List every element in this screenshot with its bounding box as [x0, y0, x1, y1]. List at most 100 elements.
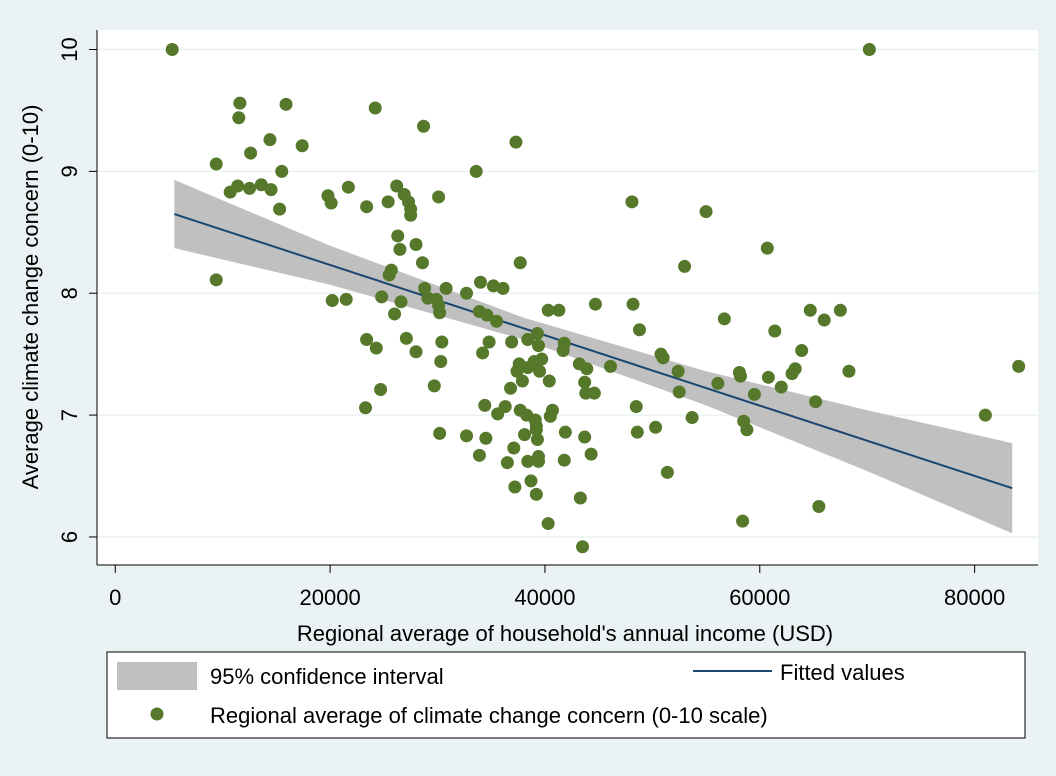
scatter-point — [978, 408, 992, 422]
scatter-point — [409, 237, 423, 251]
scatter-point — [521, 333, 535, 347]
scatter-point — [529, 487, 543, 501]
legend-label: Fitted values — [780, 660, 905, 685]
scatter-point — [747, 387, 761, 401]
x-tick-label: 80000 — [944, 585, 1005, 610]
scatter-point — [660, 465, 674, 479]
scatter-point — [685, 411, 699, 425]
scatter-point — [399, 331, 413, 345]
scatter-point — [541, 517, 555, 531]
scatter-point — [460, 429, 474, 443]
scatter-point — [817, 313, 831, 327]
scatter-point — [231, 179, 245, 193]
scatter-point — [531, 339, 545, 353]
y-tick-label: 10 — [57, 37, 82, 61]
y-axis-title: Average climate change concern (0-10) — [18, 105, 43, 490]
scatter-point — [264, 183, 278, 197]
scatter-point — [479, 431, 493, 445]
y-tick-label: 8 — [57, 287, 82, 299]
scatter-point — [533, 364, 547, 378]
scatter-point — [809, 395, 823, 409]
plot-area — [97, 30, 1038, 565]
x-tick-label: 0 — [109, 585, 121, 610]
scatter-point — [415, 256, 429, 270]
scatter-point — [509, 135, 523, 149]
scatter-point — [812, 500, 826, 514]
scatter-point — [439, 281, 453, 295]
scatter-point — [341, 180, 355, 194]
scatter-point — [209, 157, 223, 171]
scatter-point — [391, 229, 405, 243]
scatter-point — [500, 456, 514, 470]
scatter-point — [774, 380, 788, 394]
scatter-point — [273, 202, 287, 216]
scatter-point — [374, 383, 388, 397]
scatter-point — [632, 323, 646, 337]
scatter-point — [671, 364, 685, 378]
y-tick-label: 6 — [57, 531, 82, 543]
scatter-point — [588, 297, 602, 311]
scatter-point — [433, 426, 447, 440]
scatter-point — [339, 292, 353, 306]
scatter-point — [427, 379, 441, 393]
scatter-point — [733, 369, 747, 383]
legend-label: Regional average of climate change conce… — [210, 703, 768, 728]
scatter-point — [359, 401, 373, 415]
scatter-point — [390, 179, 404, 193]
scatter-point — [530, 432, 544, 446]
scatter-point — [384, 263, 398, 277]
scatter-point — [472, 448, 486, 462]
scatter-point — [434, 354, 448, 368]
scatter-point — [587, 386, 601, 400]
scatter-point — [578, 430, 592, 444]
scatter-point — [736, 514, 750, 528]
scatter-point — [490, 314, 504, 328]
scatter-point — [482, 335, 496, 349]
scatter-point — [529, 423, 543, 437]
scatter-point — [543, 409, 557, 423]
scatter-point — [626, 297, 640, 311]
scatter-point — [233, 96, 247, 110]
scatter-point — [630, 425, 644, 439]
scatter-point — [649, 420, 663, 434]
scatter-point — [491, 407, 505, 421]
scatter-point — [165, 42, 179, 56]
scatter-point — [535, 352, 549, 366]
scatter-point — [740, 423, 754, 437]
scatter-point — [557, 336, 571, 350]
scatter-point — [381, 195, 395, 209]
legend-swatch — [150, 707, 164, 721]
scatter-point — [369, 341, 383, 355]
confidence-band — [174, 179, 1013, 534]
scatter-point — [513, 256, 527, 270]
scatter-point — [672, 385, 686, 399]
x-tick-label: 40000 — [514, 585, 575, 610]
x-tick-label: 20000 — [300, 585, 361, 610]
scatter-point — [505, 335, 519, 349]
scatter-point — [524, 474, 538, 488]
scatter-point — [803, 303, 817, 317]
scatter-point — [504, 381, 518, 395]
scatter-point — [603, 359, 617, 373]
scatter-point — [368, 101, 382, 115]
scatter-point — [515, 374, 529, 388]
scatter-point — [360, 200, 374, 214]
scatter-point — [558, 425, 572, 439]
scatter-point — [557, 453, 571, 467]
scatter-point — [324, 196, 338, 210]
scatter-point — [578, 375, 592, 389]
scatter-point — [699, 205, 713, 219]
scatter-point — [656, 351, 670, 365]
scatter-point — [473, 275, 487, 289]
scatter-point — [629, 400, 643, 414]
scatter-point — [573, 491, 587, 505]
scatter-point — [580, 362, 594, 376]
scatter-point — [761, 370, 775, 384]
scatter-point — [1012, 359, 1026, 373]
scatter-point — [325, 294, 339, 308]
legend-label: 95% confidence interval — [210, 664, 444, 689]
scatter-point — [394, 295, 408, 309]
scatter-point — [209, 273, 223, 287]
